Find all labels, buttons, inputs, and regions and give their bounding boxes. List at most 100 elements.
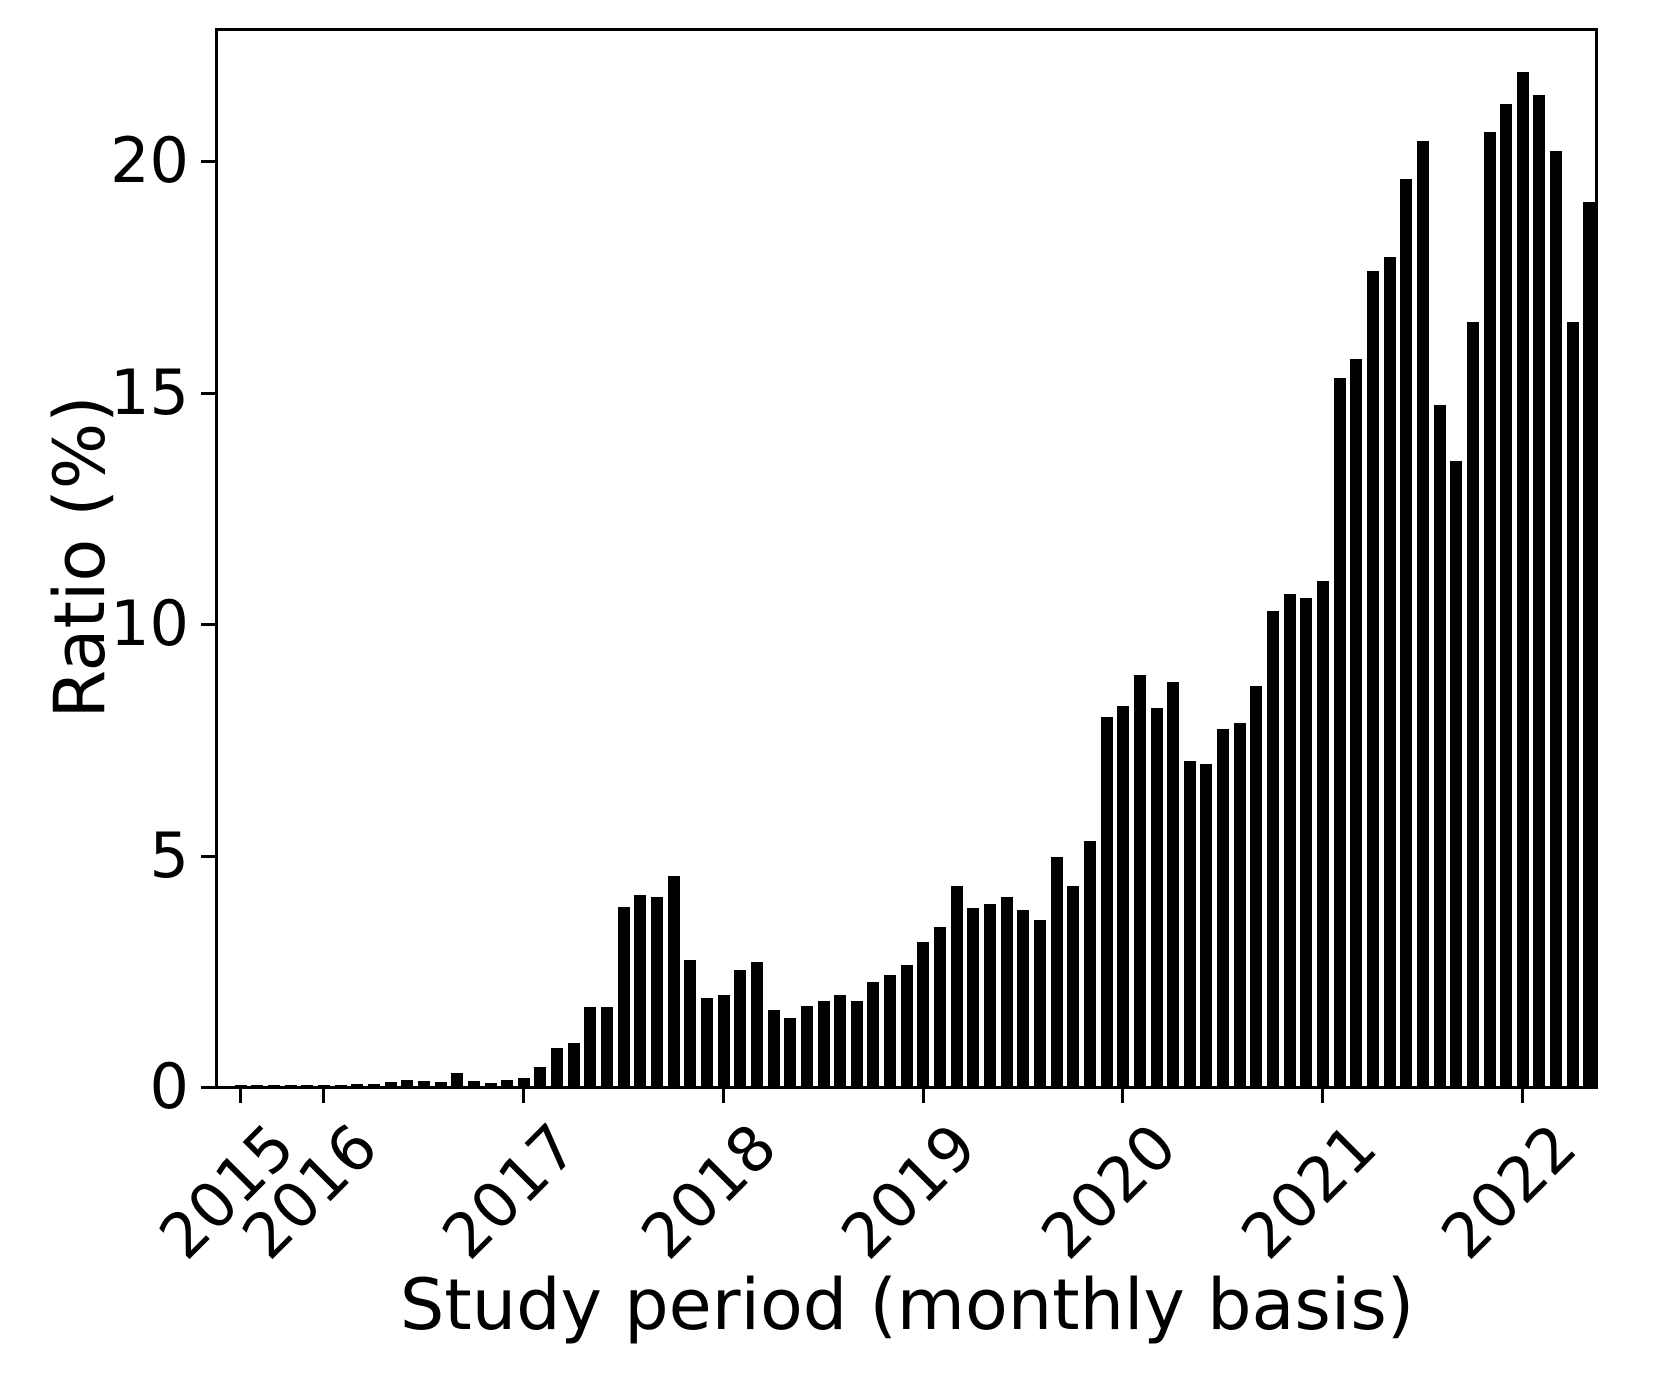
bar-2017-06 bbox=[601, 1007, 613, 1086]
bar-2018-11 bbox=[884, 975, 896, 1086]
bar-2020-04 bbox=[1167, 682, 1179, 1086]
bar-2016-08 bbox=[435, 1082, 447, 1086]
bar-2020-09 bbox=[1250, 686, 1262, 1086]
y-tick-label-20: 20 bbox=[110, 124, 189, 197]
bar-2015-08 bbox=[235, 1085, 247, 1086]
bar-2019-03 bbox=[951, 886, 963, 1086]
bar-2016-07 bbox=[418, 1081, 430, 1086]
bar-2019-08 bbox=[1034, 920, 1046, 1086]
bar-2020-12 bbox=[1300, 598, 1312, 1086]
bar-2022-05 bbox=[1583, 202, 1595, 1086]
x-tick-label-2017: 2017 bbox=[428, 1109, 592, 1273]
bar-2021-05 bbox=[1384, 257, 1396, 1086]
bar-2021-09 bbox=[1450, 461, 1462, 1086]
bar-2019-07 bbox=[1017, 910, 1029, 1086]
bar-2019-10 bbox=[1067, 886, 1079, 1086]
bar-2016-03 bbox=[351, 1084, 363, 1086]
y-tick-mark-10 bbox=[201, 623, 215, 626]
bar-2020-03 bbox=[1151, 708, 1163, 1086]
y-tick-mark-20 bbox=[201, 160, 215, 163]
x-tick-mark-2018 bbox=[722, 1089, 725, 1103]
bar-2019-05 bbox=[984, 904, 996, 1086]
x-tick-mark-2016 bbox=[322, 1089, 325, 1103]
bar-2021-01 bbox=[1317, 581, 1329, 1086]
bar-2017-09 bbox=[651, 897, 663, 1086]
x-tick-label-2021: 2021 bbox=[1227, 1109, 1391, 1273]
bar-2017-05 bbox=[584, 1007, 596, 1086]
bar-2021-08 bbox=[1434, 405, 1446, 1086]
bar-2019-11 bbox=[1084, 841, 1096, 1086]
bar-2019-04 bbox=[967, 908, 979, 1086]
bar-2019-06 bbox=[1001, 897, 1013, 1086]
bar-2018-03 bbox=[751, 962, 763, 1086]
bar-2022-02 bbox=[1533, 95, 1545, 1086]
bar-2021-10 bbox=[1467, 322, 1479, 1086]
bar-2021-03 bbox=[1350, 359, 1362, 1086]
bar-2021-11 bbox=[1484, 132, 1496, 1086]
x-axis-label: Study period (monthly basis) bbox=[399, 1264, 1415, 1346]
bar-2018-06 bbox=[801, 1006, 813, 1086]
x-tick-label-2022: 2022 bbox=[1427, 1109, 1591, 1273]
bar-2018-12 bbox=[901, 965, 913, 1086]
bar-2020-11 bbox=[1284, 594, 1296, 1086]
bar-2016-09 bbox=[451, 1073, 463, 1086]
bar-2020-06 bbox=[1200, 764, 1212, 1086]
bar-2018-08 bbox=[834, 995, 846, 1086]
bar-2015-10 bbox=[268, 1085, 280, 1086]
y-axis-label: Ratio (%) bbox=[39, 395, 121, 719]
bar-2020-10 bbox=[1267, 611, 1279, 1086]
x-tick-mark-2020 bbox=[1121, 1089, 1124, 1103]
bar-2018-02 bbox=[734, 970, 746, 1086]
bar-2016-10 bbox=[468, 1081, 480, 1086]
x-tick-label-2019: 2019 bbox=[827, 1109, 991, 1273]
y-tick-mark-0 bbox=[201, 1086, 215, 1089]
x-tick-mark-2017 bbox=[522, 1089, 525, 1103]
bar-2015-11 bbox=[285, 1085, 297, 1086]
bar-2016-05 bbox=[385, 1082, 397, 1086]
bar-2017-02 bbox=[534, 1067, 546, 1086]
bar-2017-08 bbox=[634, 895, 646, 1086]
x-tick-mark-2021 bbox=[1321, 1089, 1324, 1103]
bar-2017-11 bbox=[684, 960, 696, 1086]
y-tick-mark-15 bbox=[201, 392, 215, 395]
bar-2021-07 bbox=[1417, 141, 1429, 1086]
bar-2017-03 bbox=[551, 1048, 563, 1086]
bar-2019-09 bbox=[1051, 857, 1063, 1086]
bar-2020-05 bbox=[1184, 761, 1196, 1086]
bar-2017-04 bbox=[568, 1043, 580, 1086]
y-tick-mark-5 bbox=[201, 855, 215, 858]
bar-2017-10 bbox=[668, 876, 680, 1086]
bar-2021-12 bbox=[1500, 104, 1512, 1086]
bar-2018-05 bbox=[784, 1018, 796, 1086]
bar-2016-11 bbox=[485, 1083, 497, 1086]
bar-2018-01 bbox=[718, 995, 730, 1086]
x-tick-label-2020: 2020 bbox=[1027, 1109, 1191, 1273]
y-tick-label-15: 15 bbox=[110, 356, 189, 429]
y-tick-label-10: 10 bbox=[110, 587, 189, 660]
bar-2017-12 bbox=[701, 998, 713, 1086]
bar-2016-06 bbox=[401, 1080, 413, 1086]
bar-2019-02 bbox=[934, 927, 946, 1086]
bar-2022-03 bbox=[1550, 151, 1562, 1086]
bar-2016-02 bbox=[335, 1085, 347, 1086]
bar-2017-07 bbox=[618, 907, 630, 1086]
bar-2021-06 bbox=[1400, 179, 1412, 1086]
bar-2022-01 bbox=[1517, 72, 1529, 1086]
x-tick-mark-2019 bbox=[922, 1089, 925, 1103]
bar-2018-10 bbox=[867, 982, 879, 1086]
bar-2021-04 bbox=[1367, 271, 1379, 1086]
bar-2015-09 bbox=[251, 1085, 263, 1086]
bar-2018-04 bbox=[768, 1010, 780, 1086]
bar-2021-02 bbox=[1334, 378, 1346, 1086]
x-tick-mark-2015 bbox=[239, 1089, 242, 1103]
y-tick-label-5: 5 bbox=[149, 819, 189, 892]
bar-2015-12 bbox=[301, 1085, 313, 1086]
x-tick-mark-2022 bbox=[1521, 1089, 1524, 1103]
bar-2019-12 bbox=[1101, 717, 1113, 1086]
bar-2017-01 bbox=[518, 1078, 530, 1086]
bar-2016-12 bbox=[501, 1080, 513, 1086]
bar-2020-07 bbox=[1217, 729, 1229, 1086]
bar-2019-01 bbox=[917, 942, 929, 1086]
bar-2022-04 bbox=[1567, 322, 1579, 1086]
